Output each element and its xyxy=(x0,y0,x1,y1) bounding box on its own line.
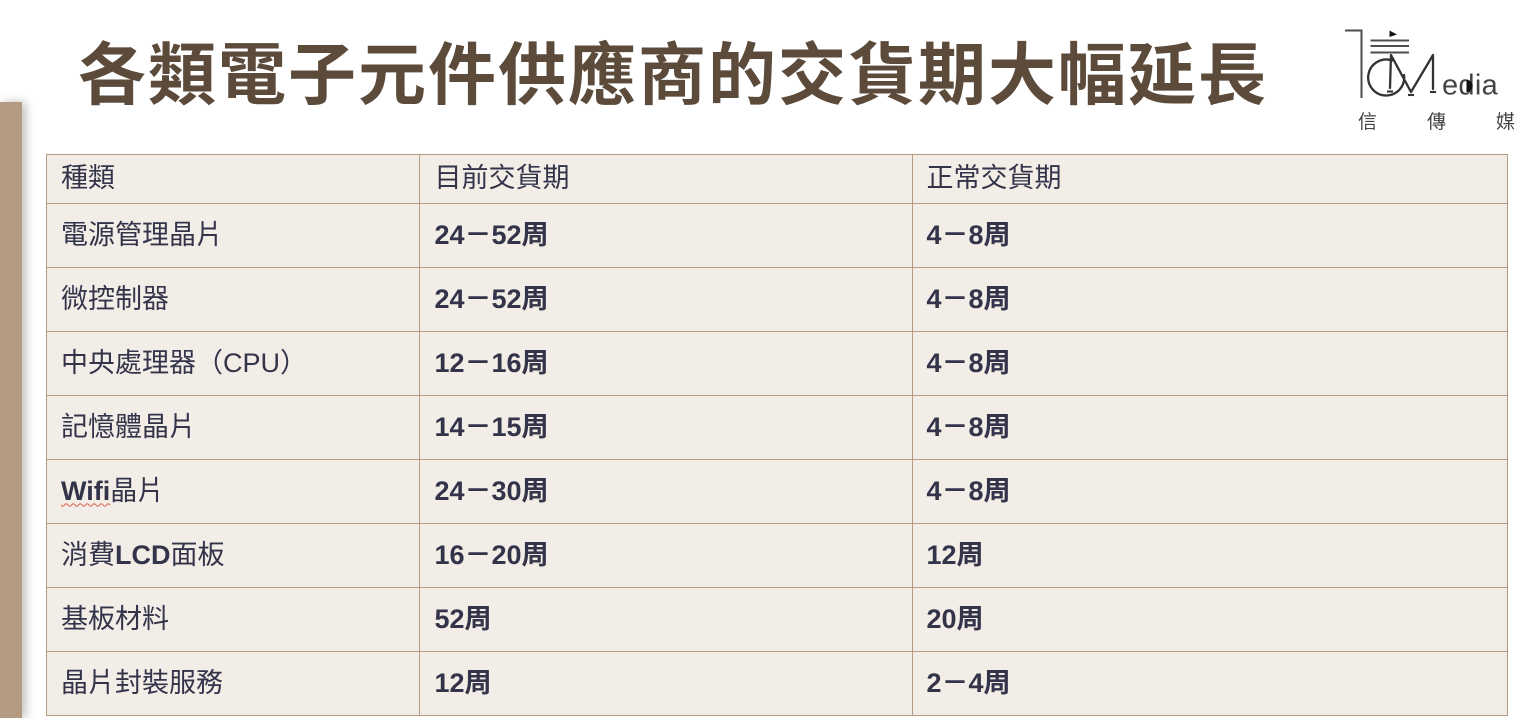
svg-text:媒: 媒 xyxy=(1496,107,1515,130)
svg-text:傳: 傳 xyxy=(1427,107,1446,130)
svg-text:信: 信 xyxy=(1358,107,1377,130)
